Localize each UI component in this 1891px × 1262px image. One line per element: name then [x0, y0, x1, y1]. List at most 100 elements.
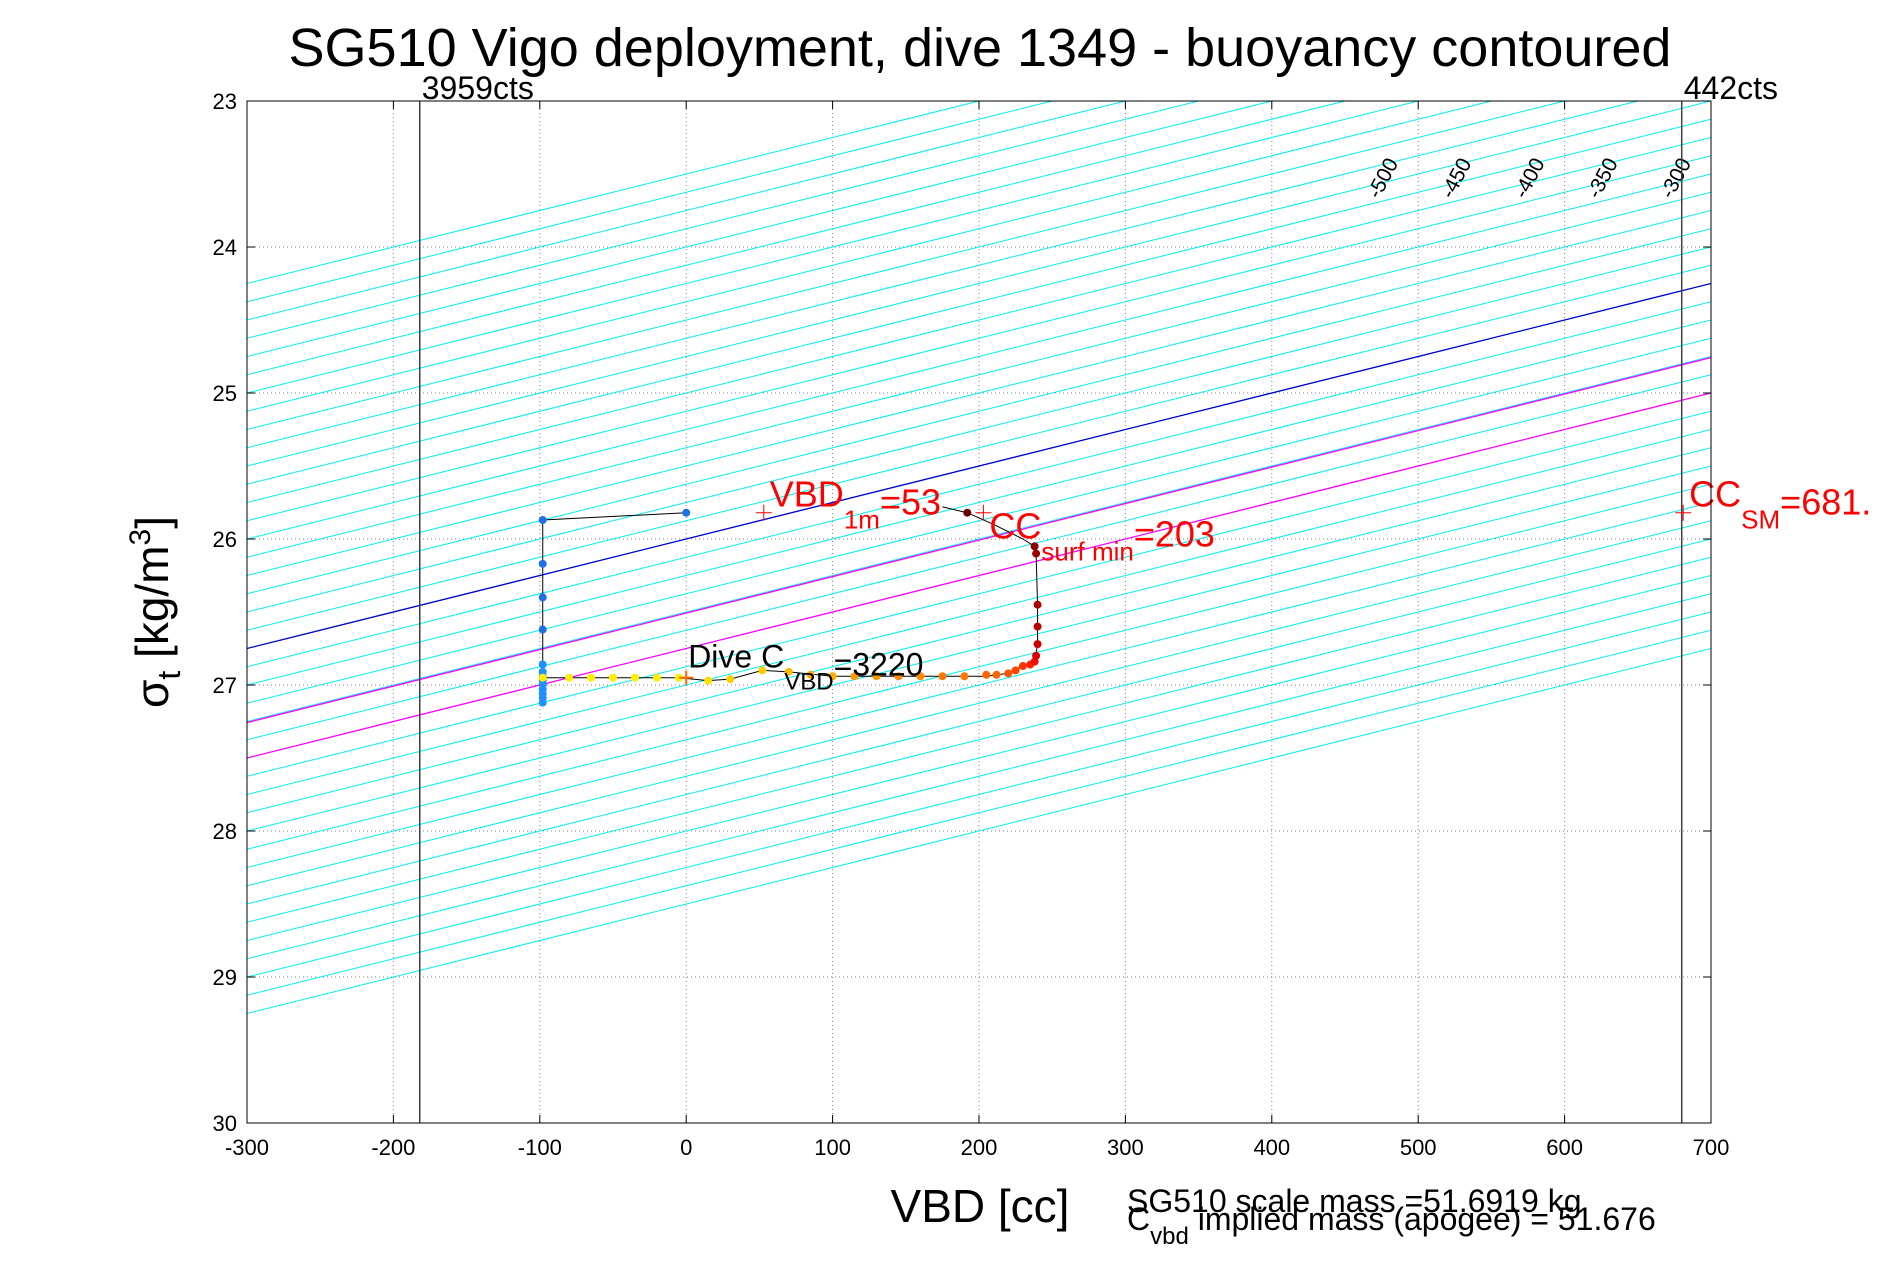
contour-line-100 — [247, 319, 1711, 686]
contour-line-650 — [247, 520, 1711, 887]
annotation-2: CCSM=681. — [1689, 474, 1871, 535]
contour-line--900 — [247, 101, 1126, 321]
contour-line--550 — [247, 101, 1638, 449]
trajectory-point-2 — [538, 559, 547, 568]
trajectory-point-36 — [1011, 666, 1020, 675]
annotation-rest-0: =53 — [880, 482, 941, 523]
contour-line--150 — [247, 228, 1711, 595]
y-axis-label-main: [kg/m — [126, 545, 178, 670]
trajectory-point-1 — [538, 516, 547, 525]
annotation-0: VBD1m=53 — [770, 474, 941, 535]
contour-line-800 — [247, 574, 1711, 942]
annotation-rest-1: =203 — [1134, 514, 1215, 555]
contour-line--200 — [247, 209, 1711, 577]
trajectory-point-26 — [828, 672, 837, 681]
contour-line-400 — [247, 428, 1711, 796]
trajectory-point-13 — [538, 698, 547, 707]
x-tick-label-7: 400 — [1253, 1135, 1290, 1160]
trajectory-point-29 — [894, 672, 903, 681]
contour-line-900 — [247, 611, 1711, 978]
trajectory-point-44 — [1032, 549, 1041, 558]
x-tick-label-2: -100 — [518, 1135, 562, 1160]
count-label-0: 3959cts — [422, 70, 534, 106]
contour-line--250 — [247, 191, 1711, 558]
x-tick-label-10: 700 — [1693, 1135, 1730, 1160]
y-tick-label-1: 24 — [213, 235, 237, 260]
trajectory-point-18 — [630, 673, 639, 682]
dive-trajectory — [538, 506, 1042, 707]
contour-line--850 — [247, 101, 1199, 339]
x-tick-label-6: 300 — [1107, 1135, 1144, 1160]
contour-line--1000 — [247, 101, 980, 285]
x-tick-label-4: 100 — [814, 1135, 851, 1160]
y-tick-label-5: 28 — [213, 819, 237, 844]
trajectory-point-5 — [538, 660, 547, 669]
annotation-1: CCsurf min=203 — [989, 506, 1215, 567]
contour-line-50 — [247, 301, 1711, 668]
trajectory-point-21 — [704, 676, 713, 685]
highlight-line-0 — [247, 282, 1711, 650]
y-axis-label-sup: 3 — [124, 529, 157, 546]
annotation-main-3: Dive C — [688, 639, 784, 675]
annotation-rest-2: =681. — [1780, 482, 1871, 523]
trajectory-point-14 — [538, 673, 547, 682]
count-lines: 3959cts 442cts — [419, 70, 1778, 1123]
trajectory-point-17 — [609, 673, 617, 682]
contour-line-350 — [247, 410, 1711, 777]
trajectory-point-28 — [872, 672, 881, 681]
contour-line-850 — [247, 593, 1711, 960]
contour-line--400 — [247, 136, 1711, 504]
trajectory-point-45 — [1030, 542, 1039, 551]
contour-line-1000 — [247, 647, 1711, 1015]
annotation-rest-3: =3220 — [834, 647, 924, 683]
contour-line-600 — [247, 501, 1711, 869]
y-axis-label-symbol: σ — [126, 680, 178, 708]
highlight-line-300 — [247, 392, 1711, 759]
x-tick-label-1: -200 — [371, 1135, 415, 1160]
trajectory-point-43 — [1033, 600, 1042, 609]
x-axis-label: VBD [cc] — [891, 1180, 1070, 1232]
contour-line--600 — [247, 101, 1565, 431]
footer-cvbd-rest: implied mass (apogee) = 51.676 — [1189, 1201, 1656, 1237]
x-tick-label-3: 0 — [680, 1135, 692, 1160]
y-tick-label-6: 29 — [213, 965, 237, 990]
trajectory-point-42 — [1033, 622, 1042, 631]
y-axis-label-end: ] — [126, 516, 178, 529]
trajectory-point-0 — [682, 508, 691, 517]
x-tick-label-9: 600 — [1546, 1135, 1583, 1160]
contour-line-450 — [247, 447, 1711, 814]
y-tick-label-0: 23 — [213, 89, 237, 114]
trajectory-point-37 — [1018, 662, 1027, 671]
annotation-3: Dive CVBD=3220 — [688, 639, 923, 696]
contour-line-200 — [247, 355, 1711, 723]
contour-line-150 — [247, 337, 1711, 704]
annotation-main-0: VBD — [770, 474, 844, 515]
trajectory-point-32 — [960, 672, 969, 681]
count-label-1: 442cts — [1684, 70, 1778, 106]
footer-scale-mass: SG510 scale mass =51.6919 kg — [1127, 1183, 1582, 1219]
contour-line--750 — [247, 101, 1346, 376]
y-axis-label-sub: t — [151, 671, 187, 680]
trajectory-point-40 — [1032, 651, 1041, 660]
x-tick-label-0: -300 — [225, 1135, 269, 1160]
y-tick-label-2: 25 — [213, 381, 237, 406]
trajectory-point-46 — [963, 508, 972, 517]
contour-line--350 — [247, 155, 1711, 522]
x-ticks: -300 -200 -100 0 100 200 300 400 500 600 700 — [225, 101, 1729, 1160]
trajectory-point-34 — [992, 670, 1001, 679]
contour-line--950 — [247, 101, 1053, 303]
trajectory-point-35 — [1004, 669, 1013, 678]
annotation-main-2: CC — [1689, 474, 1741, 515]
y-tick-label-4: 27 — [213, 673, 237, 698]
contour-line-750 — [247, 556, 1711, 923]
footer-implied-mass: Cvbd implied mass (apogee) = 51.676 — [1127, 1201, 1656, 1250]
trajectory-point-33 — [982, 670, 991, 679]
trajectory-point-23 — [758, 666, 767, 675]
trajectory-point-16 — [587, 673, 596, 682]
y-axis-label: σt [kg/m3] — [124, 516, 187, 708]
contour-line--450 — [247, 118, 1711, 485]
contour-line--700 — [247, 101, 1419, 394]
y-ticks: 23 24 25 26 27 28 29 30 — [213, 89, 1711, 1136]
annotation-sub-3: VBD — [784, 669, 833, 696]
